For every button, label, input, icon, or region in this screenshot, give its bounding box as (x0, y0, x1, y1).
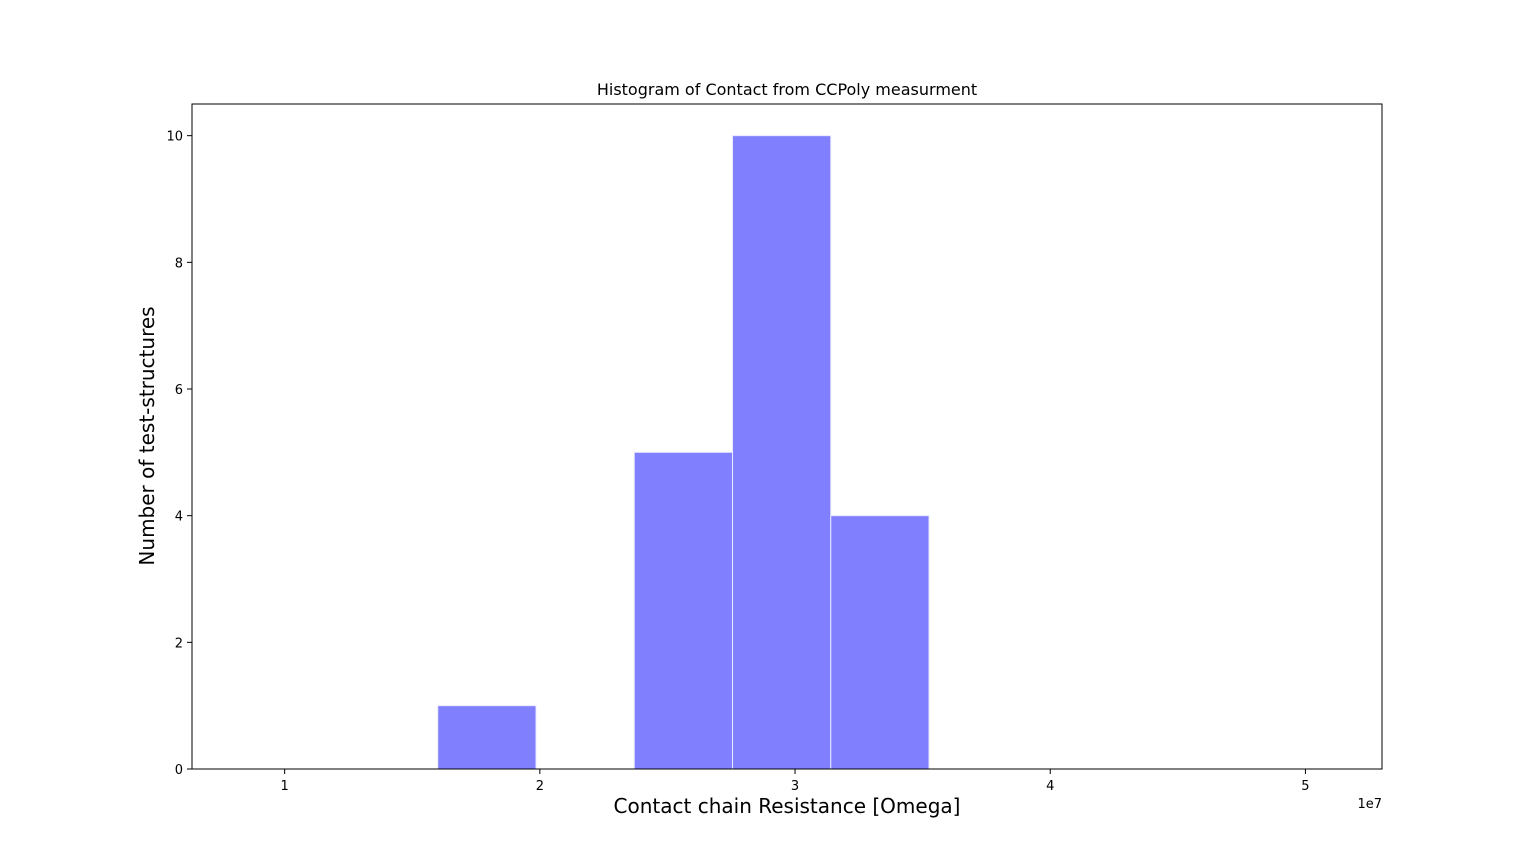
x-axis-ticks: 1 2 3 4 5 (280, 769, 1310, 794)
histogram-bar (633, 451, 734, 770)
histogram-bar (732, 135, 832, 770)
x-tick-label: 4 (1046, 779, 1054, 794)
chart-title: Histogram of Contact from CCPoly measurm… (597, 80, 977, 99)
y-tick-label: 2 (175, 636, 183, 651)
y-tick-label: 8 (175, 256, 183, 271)
y-axis-label: Number of test-structures (135, 306, 159, 565)
x-tick-label: 5 (1301, 779, 1309, 794)
histogram-bars (437, 135, 930, 770)
y-tick-label: 4 (175, 510, 183, 525)
x-axis-label: Contact chain Resistance [Omega] (614, 794, 961, 818)
plot-area-frame (191, 103, 1383, 770)
histogram-bar (830, 515, 930, 770)
x-tick-label: 1 (280, 779, 288, 794)
x-tick-label: 3 (791, 779, 799, 794)
x-axis-offset-label: 1e7 (1357, 797, 1382, 812)
y-tick-label: 10 (166, 130, 183, 145)
y-tick-label: 6 (175, 383, 183, 398)
y-axis-ticks: 0 2 4 6 8 10 (166, 130, 192, 778)
histogram-bar (437, 705, 537, 770)
x-tick-label: 2 (536, 779, 544, 794)
y-tick-label: 0 (175, 763, 183, 778)
